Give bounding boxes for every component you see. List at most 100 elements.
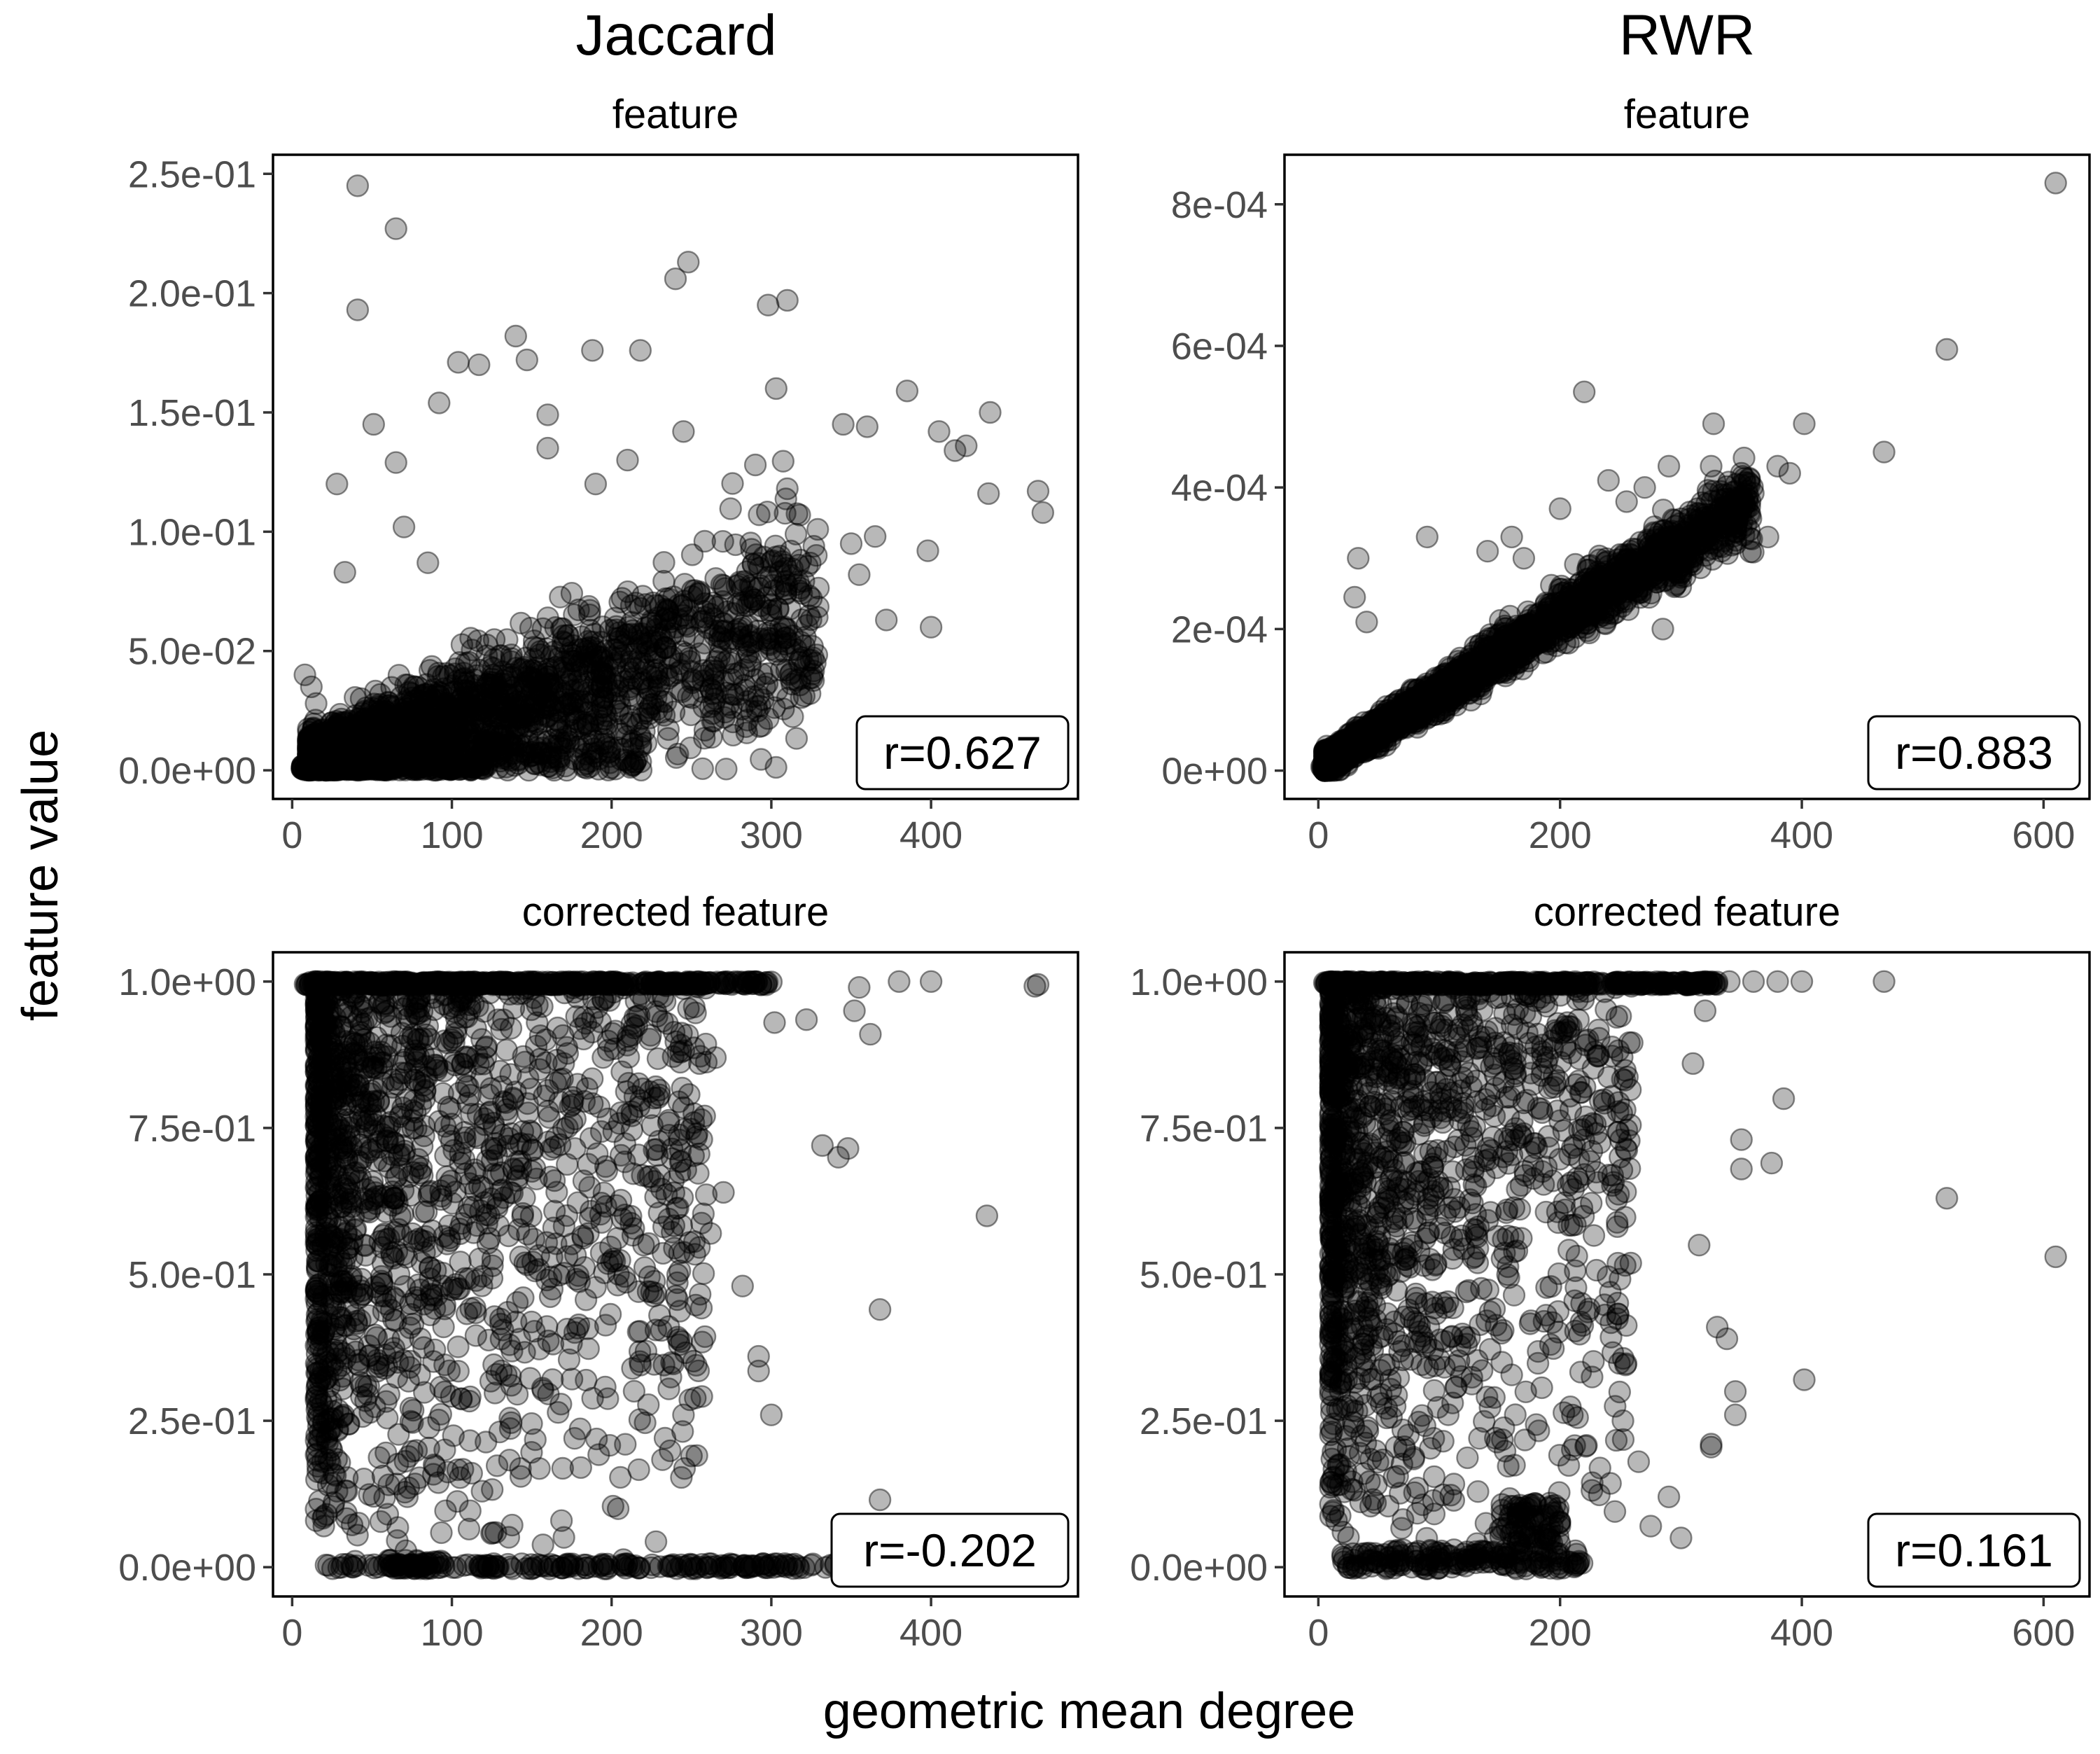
panel-jaccard-feature: feature0.0e+005.0e-021.0e-011.5e-012.0e-… (118, 92, 1078, 856)
data-point (1032, 502, 1054, 523)
data-point (645, 647, 666, 668)
data-point (482, 664, 503, 685)
data-point (542, 736, 563, 757)
strip-title: corrected feature (522, 889, 829, 935)
data-point (1516, 629, 1537, 650)
column-title-rwr: RWR (1619, 4, 1755, 67)
data-point (1598, 470, 1619, 491)
data-point (801, 609, 822, 630)
data-point (1670, 562, 1691, 583)
column-title-jaccard: Jaccard (575, 4, 776, 67)
data-point (585, 473, 606, 494)
data-point (1334, 730, 1355, 751)
data-point (1406, 713, 1427, 734)
data-point (386, 452, 407, 473)
data-point (1495, 655, 1516, 676)
points (1311, 172, 2066, 781)
data-point (777, 290, 798, 311)
data-point (703, 595, 724, 616)
data-point (1718, 491, 1740, 512)
data-point (1555, 632, 1576, 653)
data-point (582, 340, 603, 361)
data-point (736, 723, 757, 744)
data-point (766, 378, 787, 399)
data-point (631, 760, 652, 781)
data-point (1555, 593, 1576, 614)
data-point (807, 519, 828, 540)
data-point (740, 533, 761, 554)
data-point (492, 741, 513, 762)
data-point (1356, 611, 1377, 632)
data-point (857, 416, 878, 437)
data-point (833, 414, 854, 435)
data-point (1794, 413, 1815, 434)
data-point (705, 688, 726, 709)
x-tick-label: 300 (740, 814, 803, 856)
y-tick-label: 1.5e-01 (128, 392, 256, 434)
data-point (363, 414, 384, 435)
y-tick-label: 2.5e-01 (128, 153, 256, 195)
data-point (720, 499, 741, 520)
x-axis-title: geometric mean degree (823, 1683, 1355, 1739)
data-point (722, 473, 743, 494)
data-point (1658, 456, 1679, 477)
y-tick-label: 5.0e-02 (128, 631, 256, 673)
data-point (709, 632, 730, 653)
data-point (618, 679, 639, 700)
data-point (347, 300, 368, 321)
data-point (2045, 172, 2066, 193)
correlation-label: r=0.627 (883, 727, 1042, 779)
data-point (538, 404, 559, 425)
data-point (729, 573, 750, 594)
data-point (1028, 480, 1049, 501)
data-point (732, 615, 752, 636)
x-tick-label: 400 (899, 814, 962, 856)
data-point (1653, 618, 1674, 639)
data-point (808, 578, 829, 599)
data-point (610, 592, 631, 613)
data-point (1936, 339, 1957, 360)
data-point (573, 757, 594, 778)
data-point (468, 354, 489, 375)
data-point (641, 676, 662, 697)
x-tick-label: 100 (421, 814, 484, 856)
data-point (622, 612, 643, 633)
data-point (978, 483, 999, 504)
data-point (1874, 442, 1895, 463)
data-point (379, 695, 400, 716)
data-point (1688, 534, 1709, 555)
data-point (1427, 688, 1448, 709)
data-point (381, 751, 402, 772)
data-point (1574, 382, 1595, 403)
data-point (1611, 596, 1632, 617)
x-tick-label: 400 (1770, 814, 1833, 856)
data-point (721, 653, 742, 674)
data-point (1502, 527, 1522, 548)
data-point (764, 697, 785, 718)
data-point (657, 601, 678, 622)
data-point (1513, 548, 1534, 569)
data-point (682, 544, 703, 565)
data-point (1703, 413, 1724, 434)
data-point (776, 579, 797, 600)
data-point (654, 552, 675, 573)
data-point (848, 564, 869, 585)
data-point (757, 295, 778, 316)
points (295, 971, 1049, 1580)
data-point (876, 609, 897, 630)
data-point (757, 566, 778, 587)
data-point (980, 402, 1001, 423)
data-point (503, 667, 524, 688)
data-point (786, 728, 807, 749)
data-point (591, 711, 612, 732)
data-point (489, 688, 510, 709)
data-point (344, 687, 365, 708)
data-point (673, 421, 694, 442)
data-point (306, 693, 327, 714)
data-point (665, 268, 686, 289)
data-point (1417, 527, 1438, 548)
data-point (446, 735, 467, 756)
data-point (1324, 756, 1345, 777)
